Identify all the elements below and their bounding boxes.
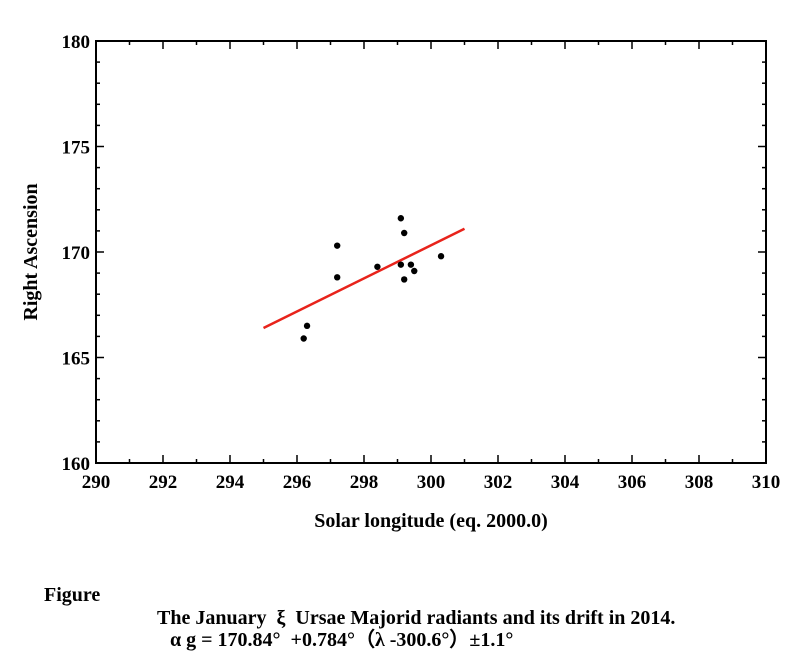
plot-area-frame [95,40,767,464]
y-tick-label: 165 [62,349,91,370]
y-tick-label: 180 [62,32,91,53]
x-axis-tick-labels: 290 292 294 296 298 300 302 304 306 308 310 [82,472,781,493]
x-tick-label: 292 [149,472,178,493]
x-tick-label: 310 [752,472,781,493]
data-points [300,215,445,342]
data-point [300,335,307,342]
data-point [374,263,381,270]
drift-formula-line: α g = 170.84° +0.784°（λ -300.6°）±1.1° [0,600,513,651]
data-point [407,261,415,268]
data-point [334,242,341,249]
x-tick-label: 300 [417,472,446,493]
scatter-chart: 290 292 294 296 298 300 302 304 306 308 310 160 165… [20,32,781,532]
x-tick-label: 308 [685,472,714,493]
x-tick-label: 306 [618,472,647,493]
x-tick-label: 302 [484,472,513,493]
data-point [437,253,445,260]
fit-line [262,227,466,330]
x-tick-label: 298 [350,472,379,493]
data-point [397,261,405,268]
y-tick-label: 160 [62,454,91,475]
y-tick-label: 170 [62,243,91,264]
data-point [303,322,311,330]
y-axis-tick-labels: 160 165 170 175 180 [62,32,91,475]
figure-title: The January ξ Ursae Majorid radiants and… [157,607,676,629]
data-point [334,274,341,281]
data-point [401,229,408,237]
data-point [397,215,405,222]
x-axis-title: Solar longitude (eq. 2000.0) [314,510,548,532]
y-axis-ticks [96,40,766,464]
x-tick-label: 296 [283,472,312,493]
x-tick-label: 290 [82,472,111,493]
data-point [401,276,408,283]
x-tick-label: 294 [216,472,245,493]
data-point [411,267,418,275]
figure-label: Figure [44,584,101,606]
x-axis-ticks [95,41,767,463]
x-tick-label: 304 [551,472,580,493]
figure-caption: Figure The January ξ Ursae Majorid radia… [0,561,675,630]
y-tick-label: 175 [62,138,91,159]
y-axis-title: Right Ascension [20,183,42,320]
